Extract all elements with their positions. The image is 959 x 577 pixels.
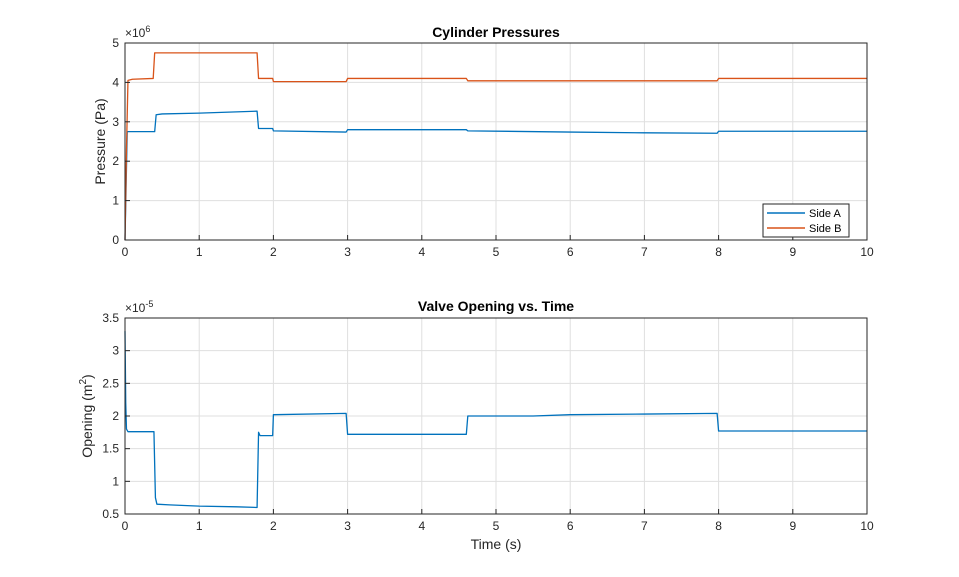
- pressure-y-exponent-power: 6: [145, 24, 150, 34]
- pressure-x-tick-label: 6: [567, 245, 574, 259]
- pressure-series-lines: [124, 52, 867, 241]
- pressure-y-tick-label: 3: [112, 115, 119, 129]
- pressure-gridlines: [125, 43, 867, 240]
- valve-y-axis-label-end: ): [79, 374, 95, 379]
- pressure-x-tick-label: 5: [493, 245, 500, 259]
- legend-entry-side-a: Side A: [809, 208, 841, 220]
- valve-y-exponent: ×10-5: [125, 299, 153, 315]
- valve-y-tick-label: 2: [112, 409, 119, 423]
- pressure-y-tick-label: 5: [112, 36, 119, 50]
- valve-x-tick-label: 10: [860, 519, 874, 533]
- valve-y-axis-label: Opening (m2): [78, 374, 95, 457]
- pressure-legend: Side A Side B: [762, 203, 850, 238]
- valve-axes: 0 1 2 3 4 5 6 7 8 9 10 0.5 1 1.5 2 2.5 3 3.5 Valve Openin…: [78, 298, 874, 552]
- valve-y-tick-label: 0.5: [102, 507, 119, 521]
- valve-line-series-0: [124, 331, 867, 509]
- pressure-x-tick-label: 2: [270, 245, 277, 259]
- pressure-y-tick-label: 4: [112, 75, 119, 89]
- pressure-y-axis-label: Pressure (Pa): [92, 98, 108, 184]
- valve-y-tick-label: 2.5: [102, 376, 119, 390]
- valve-chart-title: Valve Opening vs. Time: [418, 298, 574, 314]
- pressure-y-tick-label: 0: [112, 233, 119, 247]
- valve-y-exponent-base: ×10: [125, 301, 146, 315]
- valve-series-lines: [124, 331, 867, 509]
- valve-y-exponent-power: -5: [145, 299, 153, 309]
- valve-ticks: 0 1 2 3 4 5 6 7 8 9 10 0.5 1 1.5 2 2.5 3 3.5: [102, 311, 874, 533]
- pressure-ticks: 0 1 2 3 4 5 6 7 8 9 10 0 1 2 3 4 5: [112, 36, 874, 259]
- pressure-x-tick-label: 1: [196, 245, 203, 259]
- legend-entry-side-b: Side B: [809, 223, 841, 235]
- valve-x-tick-label: 8: [715, 519, 722, 533]
- valve-x-tick-label: 5: [493, 519, 500, 533]
- valve-x-tick-label: 2: [270, 519, 277, 533]
- pressure-y-tick-label: 2: [112, 154, 119, 168]
- pressure-axes: 0 1 2 3 4 5 6 7 8 9 10 0 1 2 3 4 5 Cylinder Pressures Pr…: [92, 24, 874, 259]
- pressure-line-side-b: [124, 52, 867, 241]
- pressure-chart-title: Cylinder Pressures: [432, 24, 560, 40]
- pressure-x-tick-label: 9: [789, 245, 796, 259]
- valve-y-axis-label-main: Opening (m: [79, 385, 95, 458]
- valve-y-axis-label-sup: 2: [78, 379, 89, 385]
- pressure-x-tick-label: 4: [418, 245, 425, 259]
- valve-x-tick-label: 3: [344, 519, 351, 533]
- valve-x-tick-label: 6: [567, 519, 574, 533]
- valve-x-tick-label: 1: [196, 519, 203, 533]
- valve-x-tick-label: 0: [122, 519, 129, 533]
- valve-x-tick-label: 4: [418, 519, 425, 533]
- pressure-x-tick-label: 3: [344, 245, 351, 259]
- valve-x-tick-label: 7: [641, 519, 648, 533]
- pressure-line-side-a: [124, 110, 867, 241]
- valve-y-tick-label: 1.5: [102, 442, 119, 456]
- pressure-y-exponent-base: ×10: [125, 26, 146, 40]
- legend-box: [762, 203, 850, 238]
- valve-x-tick-label: 9: [789, 519, 796, 533]
- valve-y-tick-label: 3.5: [102, 311, 119, 325]
- valve-y-tick-label: 1: [112, 474, 119, 488]
- pressure-y-exponent: ×106: [125, 24, 150, 40]
- pressure-x-tick-label: 10: [860, 245, 874, 259]
- valve-y-tick-label: 3: [112, 344, 119, 358]
- pressure-x-tick-label: 8: [715, 245, 722, 259]
- valve-x-axis-label: Time (s): [471, 536, 522, 552]
- pressure-y-tick-label: 1: [112, 194, 119, 208]
- pressure-x-tick-label: 7: [641, 245, 648, 259]
- pressure-x-tick-label: 0: [122, 245, 129, 259]
